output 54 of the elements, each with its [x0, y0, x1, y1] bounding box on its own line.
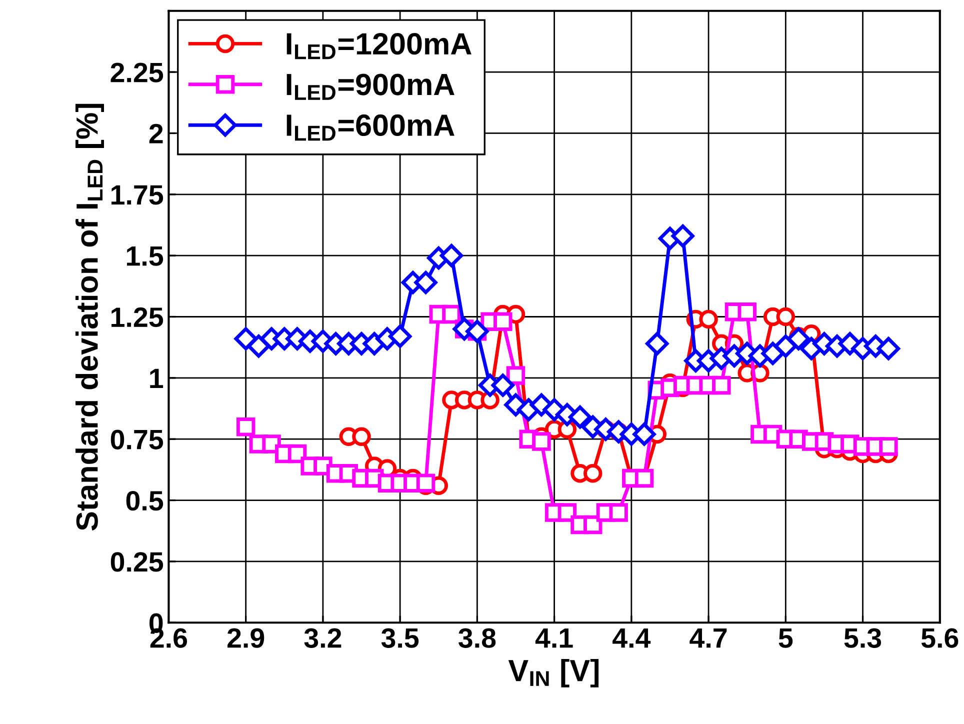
y-tick-label: 1.75: [112, 185, 164, 205]
point: [236, 417, 256, 436]
point: [776, 307, 796, 326]
y-tick-label: 1: [150, 368, 164, 388]
point: [532, 432, 551, 451]
point: [632, 422, 656, 446]
point: [352, 427, 371, 446]
point: [442, 304, 461, 324]
point: [583, 464, 602, 483]
x-tick-label: 4.1: [535, 628, 573, 648]
y-axis-title: Standard deviation of I$_{LED}$ [%]: [76, 104, 104, 531]
x-tick-label: 3.8: [458, 628, 496, 648]
point: [609, 503, 628, 522]
x-tick-label: 4.4: [612, 628, 651, 648]
x-tick-label: 5: [778, 628, 793, 648]
y-tick-label: 0.25: [110, 552, 164, 572]
x-tick-label: 5.6: [921, 628, 958, 648]
point: [558, 503, 577, 522]
x-tick-label: 3.5: [381, 628, 419, 648]
x-tick-label: 3.2: [304, 628, 342, 648]
x-tick-label: 4.7: [690, 628, 727, 648]
point: [761, 342, 784, 366]
point: [774, 334, 798, 358]
y-tick-label: 2.25: [110, 62, 164, 82]
point: [247, 334, 270, 358]
point: [506, 366, 526, 385]
x-tick-label: 5.3: [844, 628, 882, 648]
y-tick-label: 1.25: [112, 307, 164, 328]
x-axis-title: V$_{IN}$ [V]: [508, 658, 599, 688]
y-tick-label: 2: [149, 124, 163, 144]
point: [568, 406, 592, 429]
point: [494, 312, 512, 332]
point: [491, 374, 514, 397]
point: [879, 437, 898, 456]
legend-label: I$_{LED}$=600mA: [286, 114, 454, 141]
point: [466, 320, 489, 343]
point: [876, 337, 900, 360]
legend-label: I$_{LED}$=900mA: [286, 74, 454, 100]
y-tick-label: 1.5: [126, 246, 164, 266]
point: [646, 332, 669, 356]
point: [440, 244, 464, 268]
x-tick-label: 2.9: [227, 628, 264, 648]
point: [712, 376, 731, 395]
y-tick-label: 0.5: [126, 490, 164, 511]
y-tick-label: 0.75: [110, 430, 164, 450]
point: [786, 327, 810, 350]
point: [388, 324, 412, 348]
point: [699, 310, 718, 329]
point: [738, 302, 756, 322]
point: [416, 474, 436, 493]
point: [671, 224, 694, 248]
point: [583, 515, 602, 534]
legend-label: I$_{LED}$=1200mA: [286, 33, 472, 60]
point: [414, 270, 438, 294]
